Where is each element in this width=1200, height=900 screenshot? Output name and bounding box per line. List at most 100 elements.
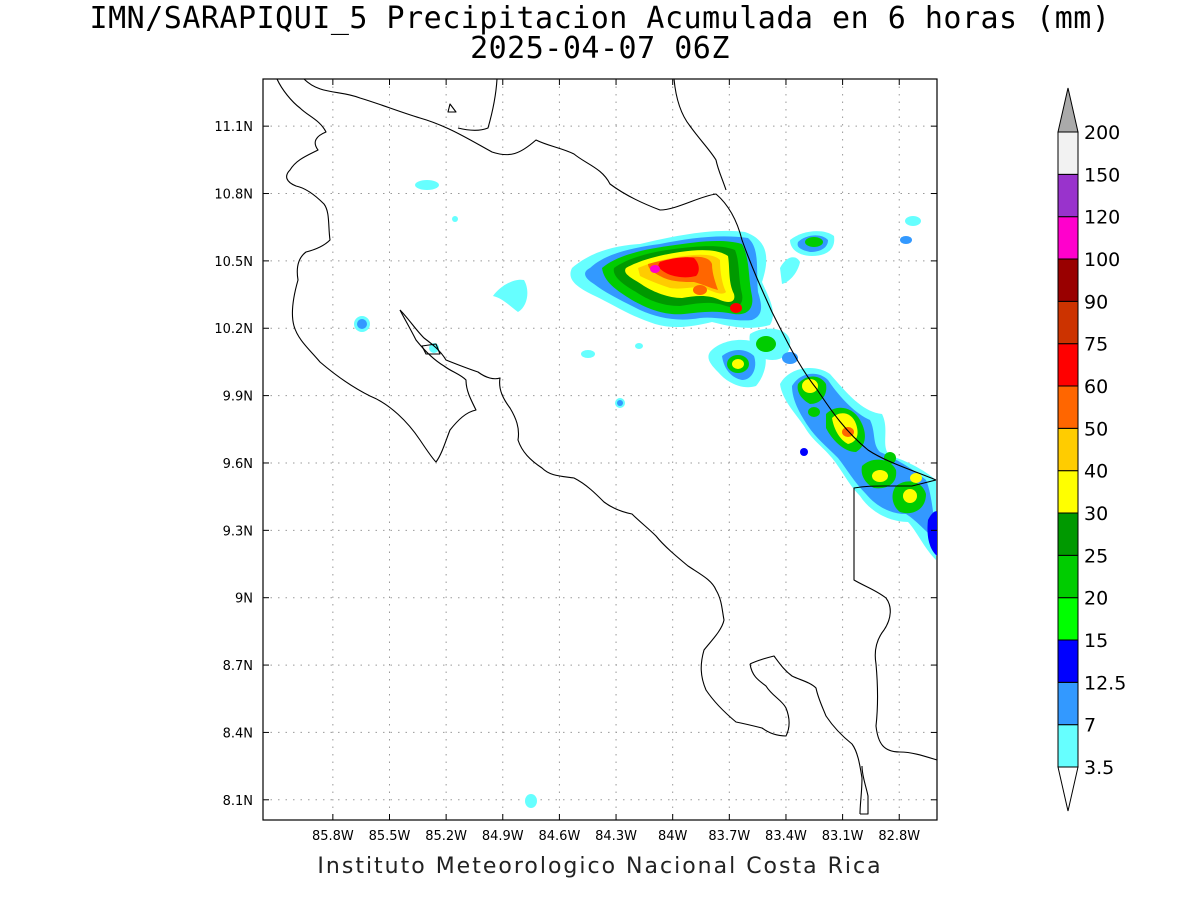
colorbar-label: 3.5 xyxy=(1084,757,1114,779)
lon-tick-label: 85.5W xyxy=(369,829,411,844)
map-title: IMN/SARAPIQUI_5 Precipitacion Acumulada … xyxy=(89,1,1111,36)
colorbar-over-triangle xyxy=(1057,87,1079,133)
colorbar-segment xyxy=(1057,216,1079,260)
precip-cell xyxy=(780,257,800,284)
colorbar-label: 15 xyxy=(1084,630,1108,652)
colorbar-segment xyxy=(1057,385,1079,429)
precip-region-coast xyxy=(802,379,818,393)
colorbar-label: 12.5 xyxy=(1084,672,1126,694)
lon-tick-label: 83.4W xyxy=(765,829,807,844)
colorbar-label: 25 xyxy=(1084,545,1108,567)
colorbar-label: 50 xyxy=(1084,418,1108,440)
coastline-golfo-dulce xyxy=(749,655,863,815)
precip-region-coast xyxy=(800,448,808,456)
precip-cell xyxy=(415,180,439,190)
colorbar-label: 100 xyxy=(1084,249,1120,271)
lat-tick-label: 8.1N xyxy=(223,794,253,809)
colorbar-label: 150 xyxy=(1084,164,1120,186)
lon-tick-label: 84W xyxy=(658,829,688,844)
colorbar-segment xyxy=(1057,597,1079,641)
colorbar-segment xyxy=(1057,427,1079,472)
colorbar-segment xyxy=(1057,173,1079,218)
colorbar-segment xyxy=(1057,343,1079,387)
precip-cell xyxy=(525,794,537,808)
lon-tick-label: 85.8W xyxy=(312,829,354,844)
colorbar-segment xyxy=(1057,300,1079,345)
precip-core xyxy=(730,303,742,313)
footer-credit: Instituto Meteorologico Nacional Costa R… xyxy=(317,854,883,879)
colorbar-under-triangle xyxy=(1057,766,1079,812)
colorbar-segment xyxy=(1057,639,1079,683)
coastlines xyxy=(276,78,938,815)
coastline-pacific-south xyxy=(860,765,869,815)
coastline-nicaragua xyxy=(457,78,498,131)
precip-region-coast xyxy=(884,452,896,464)
lat-tick-label: 10.5N xyxy=(214,255,253,270)
precip-cell xyxy=(493,279,528,312)
colorbar-label: 120 xyxy=(1084,207,1120,229)
longitude-axis: 85.8W 85.5W 85.2W 84.9W 84.6W 84.3W 84W 83.7W 83… xyxy=(312,79,920,844)
map-subtitle-datetime: 2025-04-07 06Z xyxy=(470,31,730,66)
lon-tick-label: 83.7W xyxy=(708,829,750,844)
colorbar-legend: 3.5 7 12.5 15 20 25 30 40 50 60 75 90 100 120 150 200 xyxy=(1057,87,1126,812)
coastline-gulf-nicoya xyxy=(399,309,790,737)
lon-tick-label: 82.8W xyxy=(878,829,920,844)
colorbar-label: 40 xyxy=(1084,461,1108,483)
border-nicaragua xyxy=(303,78,937,481)
lat-tick-label: 11.1N xyxy=(214,120,253,135)
colorbar-label: 60 xyxy=(1084,376,1108,398)
precip-cell xyxy=(357,319,367,329)
precip-region-coast xyxy=(808,407,820,417)
colorbar-segment xyxy=(1057,554,1079,599)
colorbar-label: 7 xyxy=(1084,715,1096,737)
precip-region-coast xyxy=(927,511,937,556)
lat-tick-label: 9.6N xyxy=(223,457,253,472)
lon-tick-label: 83.1W xyxy=(822,829,864,844)
coastline-nicaragua xyxy=(673,78,727,191)
lon-tick-label: 84.3W xyxy=(595,829,637,844)
precip-cell xyxy=(905,216,921,226)
lat-tick-label: 10.2N xyxy=(214,322,253,337)
precip-cell xyxy=(805,237,823,247)
precip-region-coast xyxy=(732,359,744,369)
colorbar-label: 20 xyxy=(1084,588,1108,610)
lat-tick-label: 9.3N xyxy=(223,524,253,539)
colorbar-label: 200 xyxy=(1084,122,1120,144)
border-panama xyxy=(853,479,938,761)
lat-tick-label: 8.4N xyxy=(223,726,253,741)
lat-tick-label: 9N xyxy=(235,592,253,607)
precipitation-field xyxy=(354,180,937,808)
colorbar-label: 75 xyxy=(1084,334,1108,356)
colorbar-label: 90 xyxy=(1084,291,1108,313)
precip-core xyxy=(650,265,660,273)
colorbar-segment xyxy=(1057,131,1079,175)
island xyxy=(447,103,457,113)
colorbar-segment xyxy=(1057,470,1079,514)
colorbar-segment xyxy=(1057,724,1079,768)
precip-cell xyxy=(617,400,623,406)
precip-cell xyxy=(452,216,458,222)
latitude-axis: 8.1N 8.4N 8.7N 9N 9.3N 9.6N 9.9N 10.2N 10.5N 10.8… xyxy=(214,120,937,809)
colorbar-segment xyxy=(1057,258,1079,302)
precip-region-north xyxy=(658,257,699,278)
precip-core xyxy=(693,285,707,295)
precip-region-coast xyxy=(872,470,888,482)
lat-tick-label: 9.9N xyxy=(223,390,253,405)
colorbar-segment xyxy=(1057,512,1079,556)
lon-tick-label: 84.9W xyxy=(482,829,524,844)
precip-cell xyxy=(635,343,643,349)
lon-tick-label: 84.6W xyxy=(539,829,581,844)
colorbar-label: 30 xyxy=(1084,503,1108,525)
lat-tick-label: 10.8N xyxy=(214,188,253,203)
lon-tick-label: 85.2W xyxy=(425,829,467,844)
coastline-pacific xyxy=(276,78,477,463)
precip-region-coast xyxy=(756,336,776,352)
precip-cell xyxy=(900,236,912,244)
colorbar-segment xyxy=(1057,681,1079,726)
island-chira xyxy=(421,343,441,355)
precip-region-coast xyxy=(910,473,922,483)
precip-region-coast xyxy=(903,489,917,503)
lat-tick-label: 8.7N xyxy=(223,659,253,674)
precip-cell xyxy=(581,350,595,358)
